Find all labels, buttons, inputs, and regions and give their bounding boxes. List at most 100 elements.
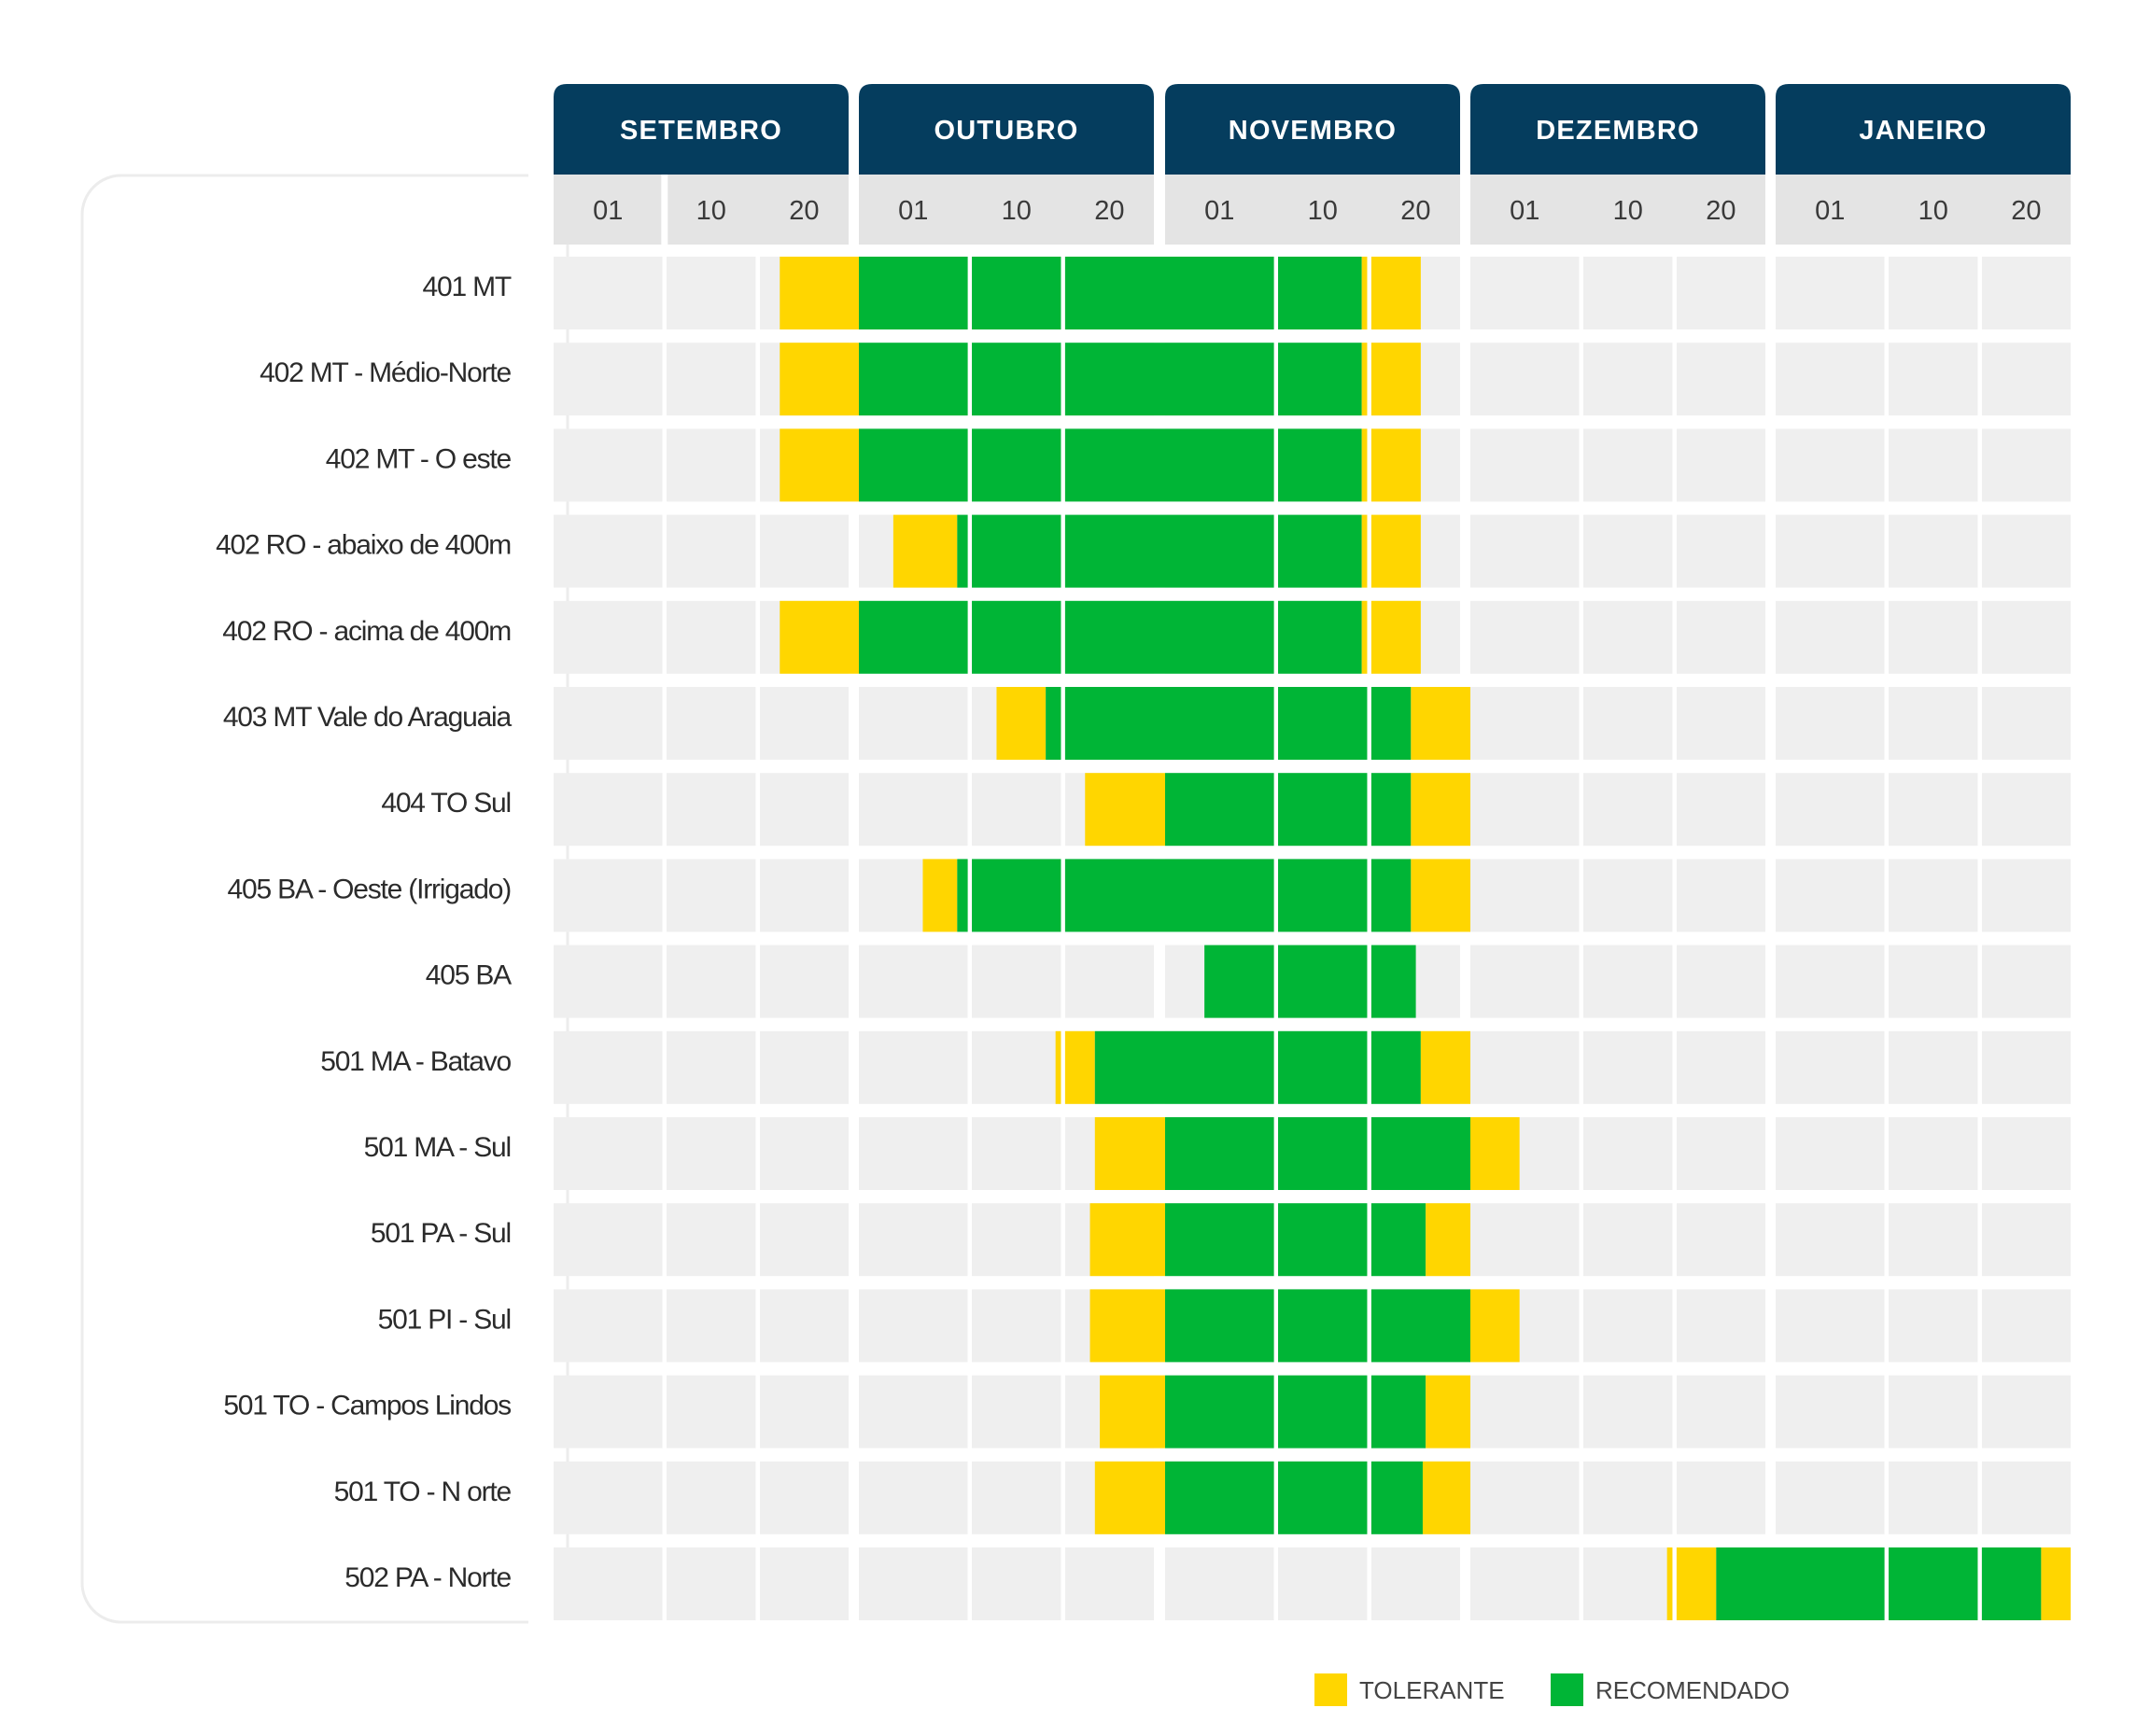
- tolerant-bar: [892, 514, 958, 588]
- grid-cell: [1889, 1289, 1978, 1363]
- grid-cell: [1981, 514, 2071, 588]
- grid-cell: [554, 257, 663, 329]
- day-header-bar: [554, 175, 849, 245]
- grid-cell: [1776, 687, 1885, 760]
- day-header-label: 01: [1204, 196, 1234, 226]
- tolerant-bar: [1094, 1117, 1165, 1190]
- row-label: 402 MT - O este: [326, 443, 512, 474]
- grid-cell: [859, 1461, 968, 1534]
- tolerant-bar: [1411, 687, 1470, 760]
- grid-cell: [667, 773, 756, 847]
- grid-cell: [554, 1289, 663, 1363]
- grid-cell: [1981, 1203, 2071, 1277]
- month-header-label: OUTUBRO: [934, 116, 1078, 146]
- recommended-bar: [859, 343, 1362, 416]
- grid-cell: [972, 1030, 1061, 1104]
- grid-cell: [759, 1289, 849, 1363]
- recommended-bar: [1165, 1203, 1426, 1277]
- grid-cell: [1676, 945, 1765, 1018]
- period-divider: [967, 257, 973, 1634]
- recommended-bar: [1716, 1547, 2042, 1620]
- grid-cell: [1889, 859, 1978, 932]
- grid-cell: [1064, 1547, 1154, 1620]
- grid-cell: [1889, 343, 1978, 416]
- grid-cell: [972, 1117, 1061, 1190]
- grid-cell: [1776, 514, 1885, 588]
- grid-cell: [1776, 1117, 1885, 1190]
- grid-cell: [1676, 1203, 1765, 1277]
- recommended-bar: [1165, 1289, 1470, 1363]
- row-label: 401 MT: [422, 272, 511, 302]
- recommended-bar: [957, 514, 1362, 588]
- grid-cell: [1676, 428, 1765, 502]
- month-header: [1470, 84, 1765, 175]
- grid-cell: [667, 343, 756, 416]
- row-label: 404 TO Sul: [381, 788, 511, 819]
- recommended-bar: [957, 859, 1412, 932]
- tolerant-bar: [1085, 773, 1165, 847]
- grid-cell: [1370, 1547, 1460, 1620]
- grid-cell: [759, 1375, 849, 1449]
- grid-cell: [859, 1117, 968, 1190]
- grid-cell: [667, 428, 756, 502]
- recommended-bar: [859, 428, 1362, 502]
- tolerant-bar: [1089, 1203, 1165, 1277]
- grid-cell: [759, 1547, 849, 1620]
- grid-cell: [972, 1289, 1061, 1363]
- grid-cell: [859, 773, 968, 847]
- grid-cell: [1676, 859, 1765, 932]
- grid-cell: [554, 1030, 663, 1104]
- grid-cell: [1981, 687, 2071, 760]
- day-header-label: 10: [1002, 196, 1032, 226]
- tolerant-bar: [1361, 257, 1421, 329]
- grid-cell: [759, 1030, 849, 1104]
- grid-cell: [1676, 600, 1765, 674]
- grid-cell: [554, 343, 663, 416]
- legend-label: RECOMENDADO: [1595, 1676, 1790, 1704]
- grid-cell: [667, 945, 756, 1018]
- grid-cell: [554, 428, 663, 502]
- grid-cell: [1278, 1547, 1368, 1620]
- tolerant-bar: [1470, 1117, 1520, 1190]
- row-label: 501 TO - Campos Lindos: [223, 1391, 511, 1421]
- tolerant-bar: [780, 343, 859, 416]
- grid-cell: [667, 1461, 756, 1534]
- grid-cell: [667, 1375, 756, 1449]
- day-header-label: 01: [1510, 196, 1539, 226]
- grid-cell: [1583, 945, 1673, 1018]
- grid-cell: [1470, 1203, 1580, 1277]
- grid-cell: [1776, 1289, 1885, 1363]
- grid-cell: [1583, 1547, 1673, 1620]
- tolerant-bar: [1094, 1461, 1165, 1534]
- recommended-bar: [1204, 945, 1416, 1018]
- tolerant-bar: [780, 257, 859, 329]
- grid-cell: [1889, 1203, 1978, 1277]
- legend-swatch: [1314, 1673, 1347, 1706]
- grid-cell: [667, 600, 756, 674]
- month-header-label: DEZEMBRO: [1536, 116, 1700, 146]
- row-label: 501 TO - N orte: [334, 1477, 512, 1507]
- tolerant-bar: [1470, 1289, 1520, 1363]
- grid-cell: [554, 600, 663, 674]
- grid-cell: [1676, 1461, 1765, 1534]
- grid-cell: [972, 1375, 1061, 1449]
- grid-cell: [1583, 859, 1673, 932]
- grid-cell: [667, 514, 756, 588]
- grid-cell: [1470, 1030, 1580, 1104]
- month-header: [554, 84, 849, 175]
- grid-cell: [1583, 257, 1673, 329]
- grid-cell: [759, 1461, 849, 1534]
- grid-cell: [1981, 257, 2071, 329]
- grid-cell: [667, 1117, 756, 1190]
- recommended-bar: [859, 600, 1362, 674]
- grid-cell: [1470, 514, 1580, 588]
- grid-cell: [667, 687, 756, 760]
- grid-cell: [1776, 1461, 1885, 1534]
- grid-cell: [759, 514, 849, 588]
- grid-cell: [554, 1117, 663, 1190]
- grid-cell: [1583, 1461, 1673, 1534]
- row-label: 402 RO - acima de 400m: [222, 616, 511, 647]
- grid-cell: [1889, 1461, 1978, 1534]
- grid-cell: [1676, 514, 1765, 588]
